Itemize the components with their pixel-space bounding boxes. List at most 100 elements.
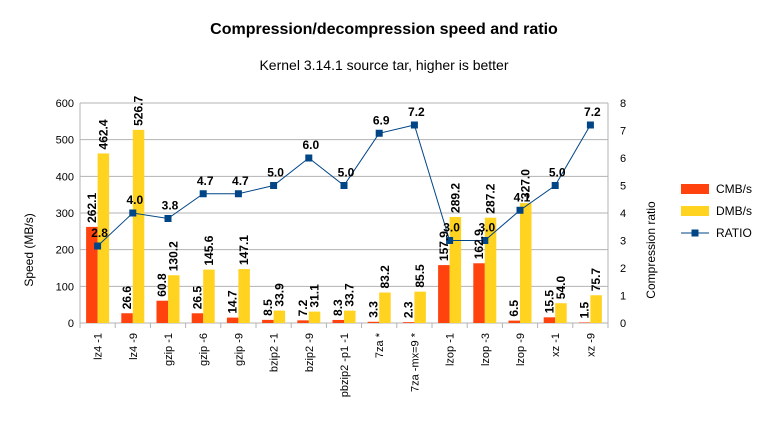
ratio-point [586, 121, 594, 129]
bar-cmbs [156, 300, 168, 323]
bar-cmbs [226, 317, 239, 323]
bar-cmbs [473, 263, 485, 323]
ratio-point [199, 190, 207, 198]
bar-cmbs [86, 226, 98, 323]
y-axis-title: Speed (MB/s) [22, 213, 36, 286]
data-label-cmbs: 15.5 [542, 290, 556, 314]
data-label-dmbs: 145.6 [202, 235, 216, 265]
data-label-ratio: 7.2 [584, 105, 601, 119]
bar-dmbs [414, 291, 426, 323]
x-tick-label: bzip2 -9 [304, 333, 316, 372]
data-label-ratio: 5.0 [338, 166, 355, 180]
bar-dmbs [97, 153, 110, 323]
data-label-dmbs: 287.2 [484, 183, 498, 213]
legend-label: DMB/s [716, 204, 752, 218]
ratio-point [516, 206, 524, 214]
bar-cmbs [508, 320, 520, 323]
ratio-point [410, 121, 418, 129]
data-label-cmbs: 8.3 [331, 299, 345, 316]
x-tick-label: gzip -9 [233, 333, 245, 366]
axes [79, 103, 609, 328]
legend-swatch [681, 184, 709, 194]
chart-title: Compression/decompression speed and rati… [210, 21, 558, 38]
data-label-ratio: 4.1 [514, 190, 531, 204]
bar-dmbs [238, 269, 250, 323]
y-tick-label: 400 [56, 171, 74, 183]
bar-dmbs [344, 310, 356, 323]
data-label-ratio: 2.8 [91, 226, 108, 240]
ratio-point [481, 237, 489, 244]
y2-tick-label: 1 [620, 291, 626, 303]
data-label-dmbs: 85.5 [413, 264, 427, 288]
data-label-dmbs: 83.2 [378, 265, 392, 289]
bar-cmbs [402, 322, 415, 323]
ratio-point [305, 154, 313, 162]
data-label-cmbs: 8.5 [261, 299, 275, 316]
data-label-ratio: 5.0 [549, 166, 566, 180]
x-tick-label: 7za -mx=9 * [409, 332, 421, 392]
bar-dmbs [273, 310, 286, 323]
bar-cmbs [438, 265, 450, 323]
x-tick-label: xz -9 [585, 333, 597, 357]
data-label-cmbs: 157.9 [437, 231, 451, 261]
x-tick-labels: lz4 -1 lz4 -9 gzip -1 gzip -6 gzip -9 bzip2 -… [93, 332, 598, 397]
y-tick-label: 200 [56, 245, 74, 257]
x-tick-label: lzop -9 [515, 333, 527, 366]
data-label-dmbs: 33.7 [343, 283, 357, 307]
data-label-cmbs: 262.1 [85, 193, 99, 223]
x-tick-label: bzip2 -1 [269, 333, 281, 372]
data-label-dmbs: 33.9 [272, 283, 286, 307]
data-label-ratio: 3.0 [443, 221, 460, 235]
bar-cmbs [543, 317, 556, 323]
x-tick-label: pbzip2 -p1 -1 [339, 333, 351, 397]
y2-tick-label: 3 [620, 236, 626, 248]
data-label-cmbs: 7.2 [296, 299, 310, 316]
bar-dmbs [203, 269, 215, 323]
y2-tick-label: 8 [620, 98, 626, 110]
bar-cmbs [191, 313, 204, 323]
y2-tick-label: 5 [620, 181, 626, 193]
data-label-ratio: 3.0 [478, 221, 495, 235]
y2-tick-label: 0 [620, 318, 626, 330]
bar-cmbs [367, 321, 380, 323]
data-label-ratio: 4.0 [126, 193, 143, 207]
bar-dmbs [590, 295, 602, 323]
data-label-cmbs: 2.3 [402, 301, 416, 318]
ratio-point [94, 242, 102, 250]
legend-swatch [681, 206, 709, 216]
bar-dmbs [168, 275, 180, 323]
y-tick-label: 600 [56, 98, 74, 110]
data-label-ratio: 4.7 [232, 174, 249, 188]
data-label-dmbs: 289.2 [448, 183, 462, 213]
data-label-ratio: 3.8 [162, 199, 179, 213]
data-label-dmbs: 526.7 [132, 96, 146, 126]
y2-axis-title: Compression ratio [644, 201, 658, 299]
bar-dmbs [379, 292, 391, 323]
bar-dmbs [484, 217, 497, 323]
bar-cmbs [262, 319, 274, 323]
x-tick-label: gzip -6 [198, 333, 210, 366]
data-label-cmbs: 60.8 [155, 273, 169, 297]
bar-cmbs [297, 320, 309, 323]
data-labels: 262.1 462.4 26.6 526.7 60.8 130.2 26.5 145.6 14.… [85, 96, 603, 319]
legend-marker [691, 229, 699, 237]
data-label-dmbs: 130.2 [167, 241, 181, 271]
y2-tick-label: 4 [620, 208, 626, 220]
data-label-ratio: 7.2 [408, 105, 425, 119]
data-label-cmbs: 1.5 [578, 301, 592, 318]
legend: CMB/s DMB/s RATIO [681, 182, 752, 240]
data-label-ratio: 6.9 [373, 113, 390, 127]
y-tick-label: 100 [56, 281, 74, 293]
bar-dmbs [132, 129, 145, 323]
bar-dmbs [555, 303, 567, 323]
data-label-ratio: 6.0 [302, 138, 319, 152]
ratio-point [446, 237, 454, 244]
data-label-dmbs: 75.7 [589, 268, 603, 292]
data-label-cmbs: 162.9 [472, 229, 486, 259]
bar-cmbs [578, 322, 591, 323]
ratio-point [234, 190, 242, 198]
legend-label: RATIO [716, 226, 752, 240]
x-tick-label: xz -1 [550, 333, 562, 357]
y2-tick-label: 2 [620, 263, 626, 275]
